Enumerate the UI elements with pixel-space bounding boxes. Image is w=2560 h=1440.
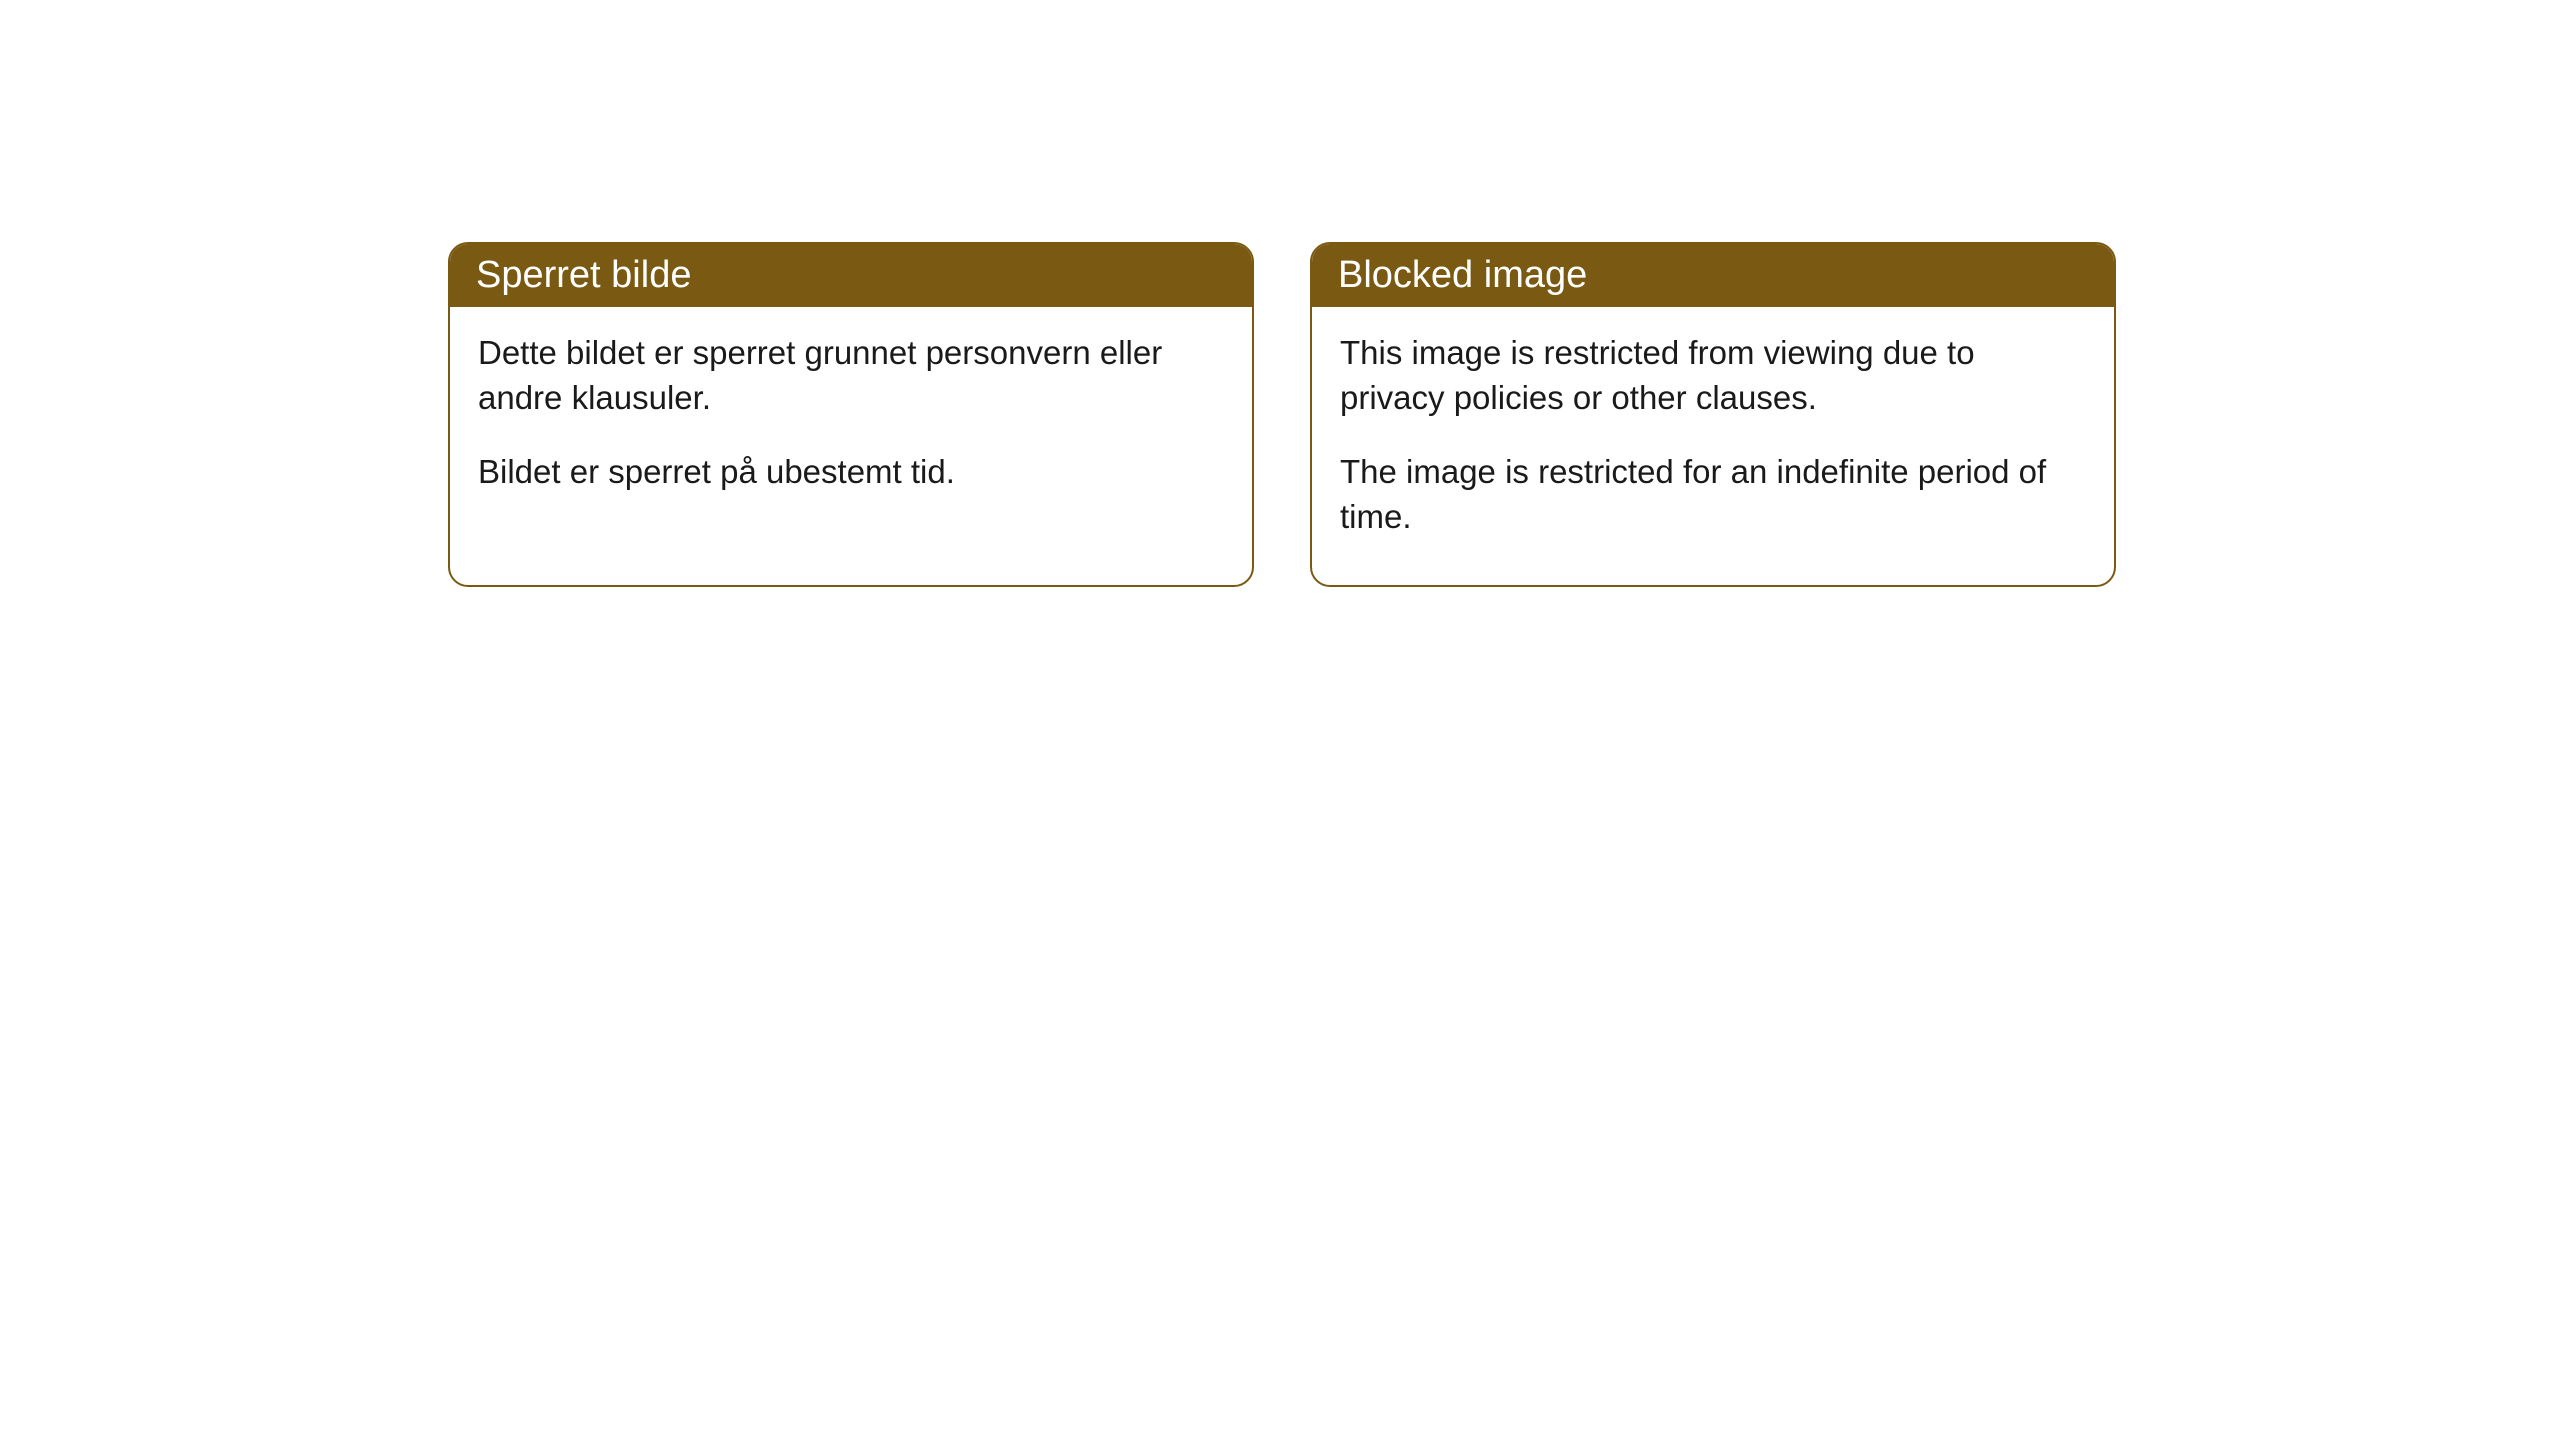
card-body: This image is restricted from viewing du… [1312, 307, 2114, 585]
card-header: Blocked image [1312, 244, 2114, 307]
notice-container: Sperret bilde Dette bildet er sperret gr… [0, 0, 2560, 587]
card-body: Dette bildet er sperret grunnet personve… [450, 307, 1252, 541]
card-paragraph-2: Bildet er sperret på ubestemt tid. [478, 450, 1224, 495]
notice-card-norwegian: Sperret bilde Dette bildet er sperret gr… [448, 242, 1254, 587]
card-paragraph-2: The image is restricted for an indefinit… [1340, 450, 2086, 539]
notice-card-english: Blocked image This image is restricted f… [1310, 242, 2116, 587]
card-title: Sperret bilde [476, 254, 691, 296]
card-paragraph-1: This image is restricted from viewing du… [1340, 331, 2086, 420]
card-title: Blocked image [1338, 254, 1587, 296]
card-paragraph-1: Dette bildet er sperret grunnet personve… [478, 331, 1224, 420]
card-header: Sperret bilde [450, 244, 1252, 307]
